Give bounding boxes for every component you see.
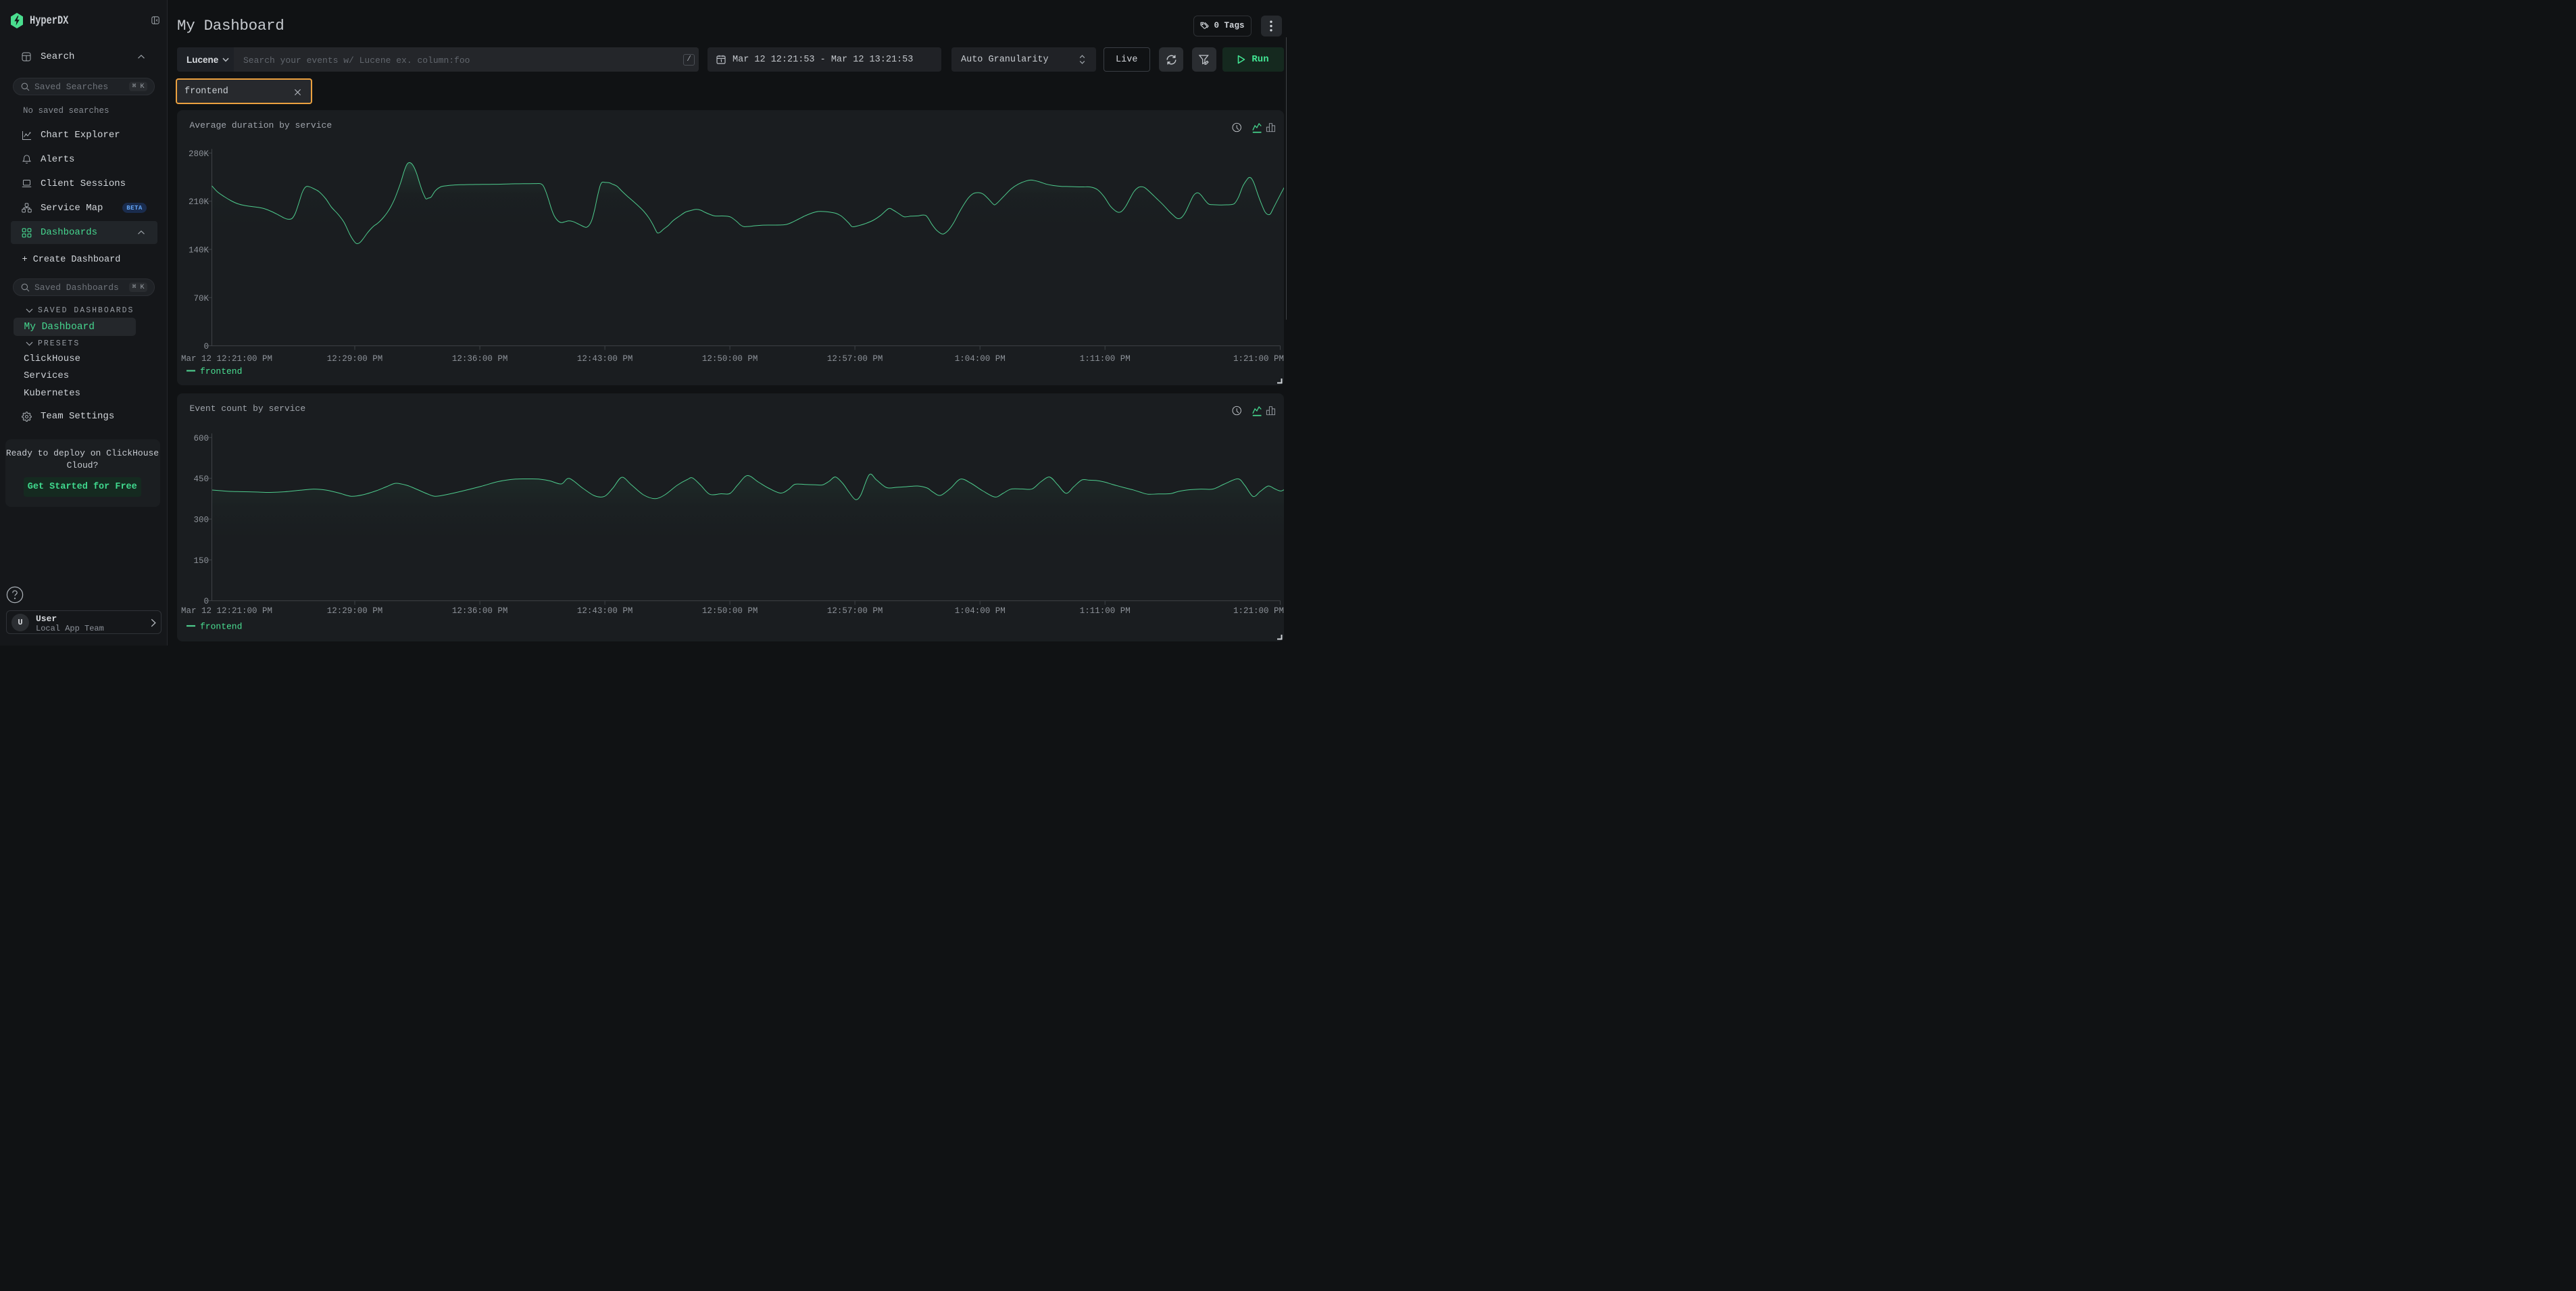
- svg-text:12:50:00 PM: 12:50:00 PM: [701, 354, 758, 364]
- svg-text:12:50:00 PM: 12:50:00 PM: [701, 606, 758, 616]
- svg-text:Event count by service: Event count by service: [189, 404, 305, 414]
- svg-text:70K: 70K: [193, 293, 209, 303]
- svg-text:280K: 280K: [188, 149, 209, 158]
- svg-text:Average duration by service: Average duration by service: [189, 120, 332, 130]
- svg-text:140K: 140K: [188, 245, 209, 255]
- svg-text:150: 150: [193, 556, 209, 565]
- svg-text:12:57:00 PM: 12:57:00 PM: [826, 354, 883, 364]
- svg-text:210K: 210K: [188, 197, 209, 207]
- svg-text:1:21:00 PM: 1:21:00 PM: [1233, 354, 1283, 364]
- svg-text:600: 600: [193, 433, 209, 443]
- svg-text:12:57:00 PM: 12:57:00 PM: [826, 606, 883, 616]
- svg-text:Mar 12 12:21:00 PM: Mar 12 12:21:00 PM: [181, 606, 272, 616]
- svg-text:0: 0: [203, 342, 209, 351]
- svg-text:Mar 12 12:21:00 PM: Mar 12 12:21:00 PM: [181, 354, 272, 364]
- svg-text:12:29:00 PM: 12:29:00 PM: [326, 606, 382, 616]
- svg-text:300: 300: [193, 515, 209, 525]
- svg-text:frontend: frontend: [200, 621, 242, 631]
- svg-text:12:43:00 PM: 12:43:00 PM: [576, 354, 633, 364]
- svg-text:1:11:00 PM: 1:11:00 PM: [1079, 354, 1130, 364]
- svg-text:1:04:00 PM: 1:04:00 PM: [954, 606, 1005, 616]
- svg-text:450: 450: [193, 474, 209, 484]
- svg-text:12:36:00 PM: 12:36:00 PM: [451, 606, 507, 616]
- svg-text:1:04:00 PM: 1:04:00 PM: [954, 354, 1005, 364]
- svg-text:12:36:00 PM: 12:36:00 PM: [451, 354, 507, 364]
- svg-text:frontend: frontend: [200, 366, 242, 376]
- svg-text:12:43:00 PM: 12:43:00 PM: [576, 606, 633, 616]
- svg-text:0: 0: [203, 597, 209, 606]
- svg-text:1:11:00 PM: 1:11:00 PM: [1079, 606, 1130, 616]
- svg-text:1:21:00 PM: 1:21:00 PM: [1233, 606, 1283, 616]
- svg-text:12:29:00 PM: 12:29:00 PM: [326, 354, 382, 364]
